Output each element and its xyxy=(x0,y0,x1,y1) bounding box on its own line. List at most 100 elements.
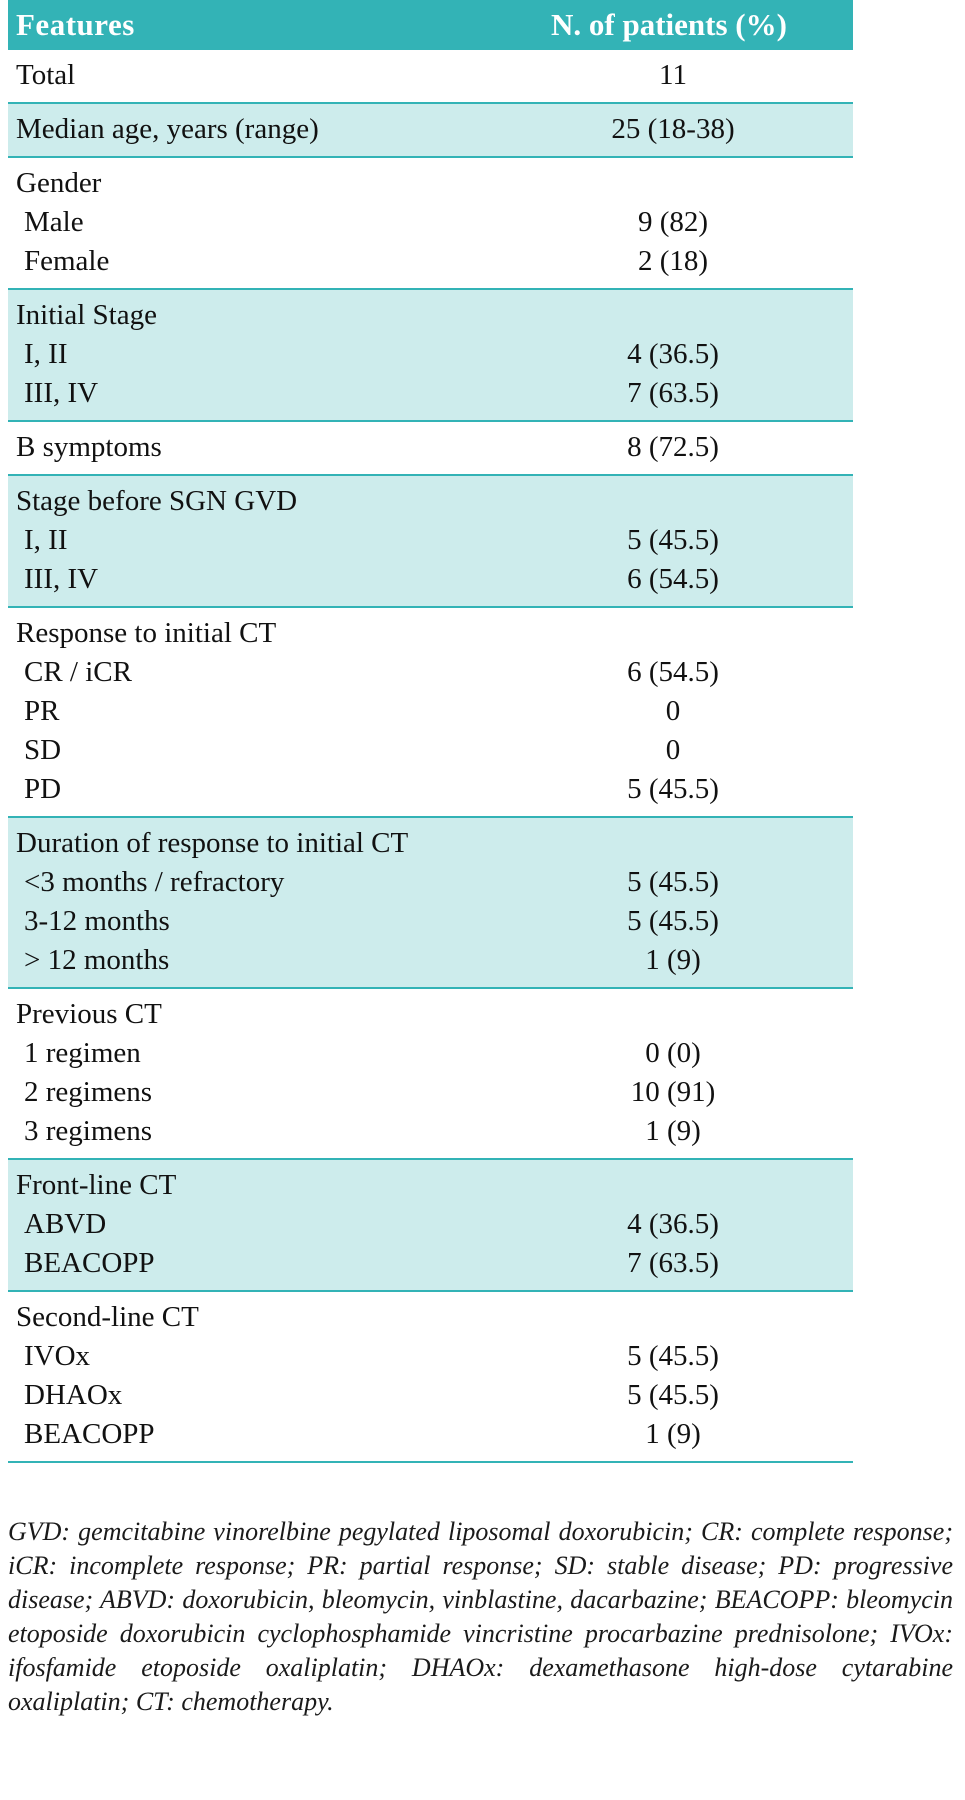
table-row: III, IV 7 (63.5) xyxy=(8,374,853,413)
table-row: Initial Stage xyxy=(8,296,853,335)
table-section: Front-line CT ABVD 4 (36.5) BEACOPP 7 (63.5) xyxy=(8,1160,853,1292)
row-value: 5 (45.5) xyxy=(627,1340,719,1372)
table-row: I, II 4 (36.5) xyxy=(8,335,853,374)
table-row: III, IV 6 (54.5) xyxy=(8,560,853,599)
table-row: BEACOPP 7 (63.5) xyxy=(8,1244,853,1283)
row-value: 5 (45.5) xyxy=(627,1379,719,1411)
row-value xyxy=(493,614,853,653)
table-header-row: Features N. of patients (%) xyxy=(8,0,853,50)
row-label: Second-line CT xyxy=(16,1301,199,1333)
row-label: 1 regimen xyxy=(24,1037,141,1069)
row-value: 5 (45.5) xyxy=(627,773,719,805)
row-label: SD xyxy=(24,734,62,766)
table-row: Female 2 (18) xyxy=(8,242,853,281)
row-value: 1 (9) xyxy=(645,1115,701,1147)
row-label: DHAOx xyxy=(24,1379,123,1411)
row-label: Response to initial CT xyxy=(16,617,277,649)
header-n-patients-label: N. of patients (%) xyxy=(551,7,787,42)
table-row: Median age, years (range) 25 (18-38) xyxy=(8,110,853,149)
row-label: III, IV xyxy=(24,377,99,409)
row-value: 7 (63.5) xyxy=(627,377,719,409)
row-value: 8 (72.5) xyxy=(627,431,719,463)
row-label: Initial Stage xyxy=(16,299,157,331)
row-label: 2 regimens xyxy=(24,1076,153,1108)
row-label: Median age, years (range) xyxy=(16,113,319,145)
table-row: SD 0 xyxy=(8,731,853,770)
table-row: Stage before SGN GVD xyxy=(8,482,853,521)
row-value xyxy=(493,1298,853,1337)
row-value: 0 xyxy=(665,695,681,727)
table-section: Duration of response to initial CT <3 mon… xyxy=(8,818,853,989)
row-label: Stage before SGN GVD xyxy=(16,485,298,517)
row-label: III, IV xyxy=(24,563,99,595)
row-value xyxy=(493,824,853,863)
header-features-label: Features xyxy=(16,7,135,42)
row-label: Duration of response to initial CT xyxy=(16,827,409,859)
row-value: 11 xyxy=(659,59,687,91)
table-section: Gender Male 9 (82) Female 2 (18) xyxy=(8,158,853,290)
row-label: > 12 months xyxy=(24,944,170,976)
row-label: CR / iCR xyxy=(24,656,132,688)
row-label: B symptoms xyxy=(16,431,162,463)
row-value: 4 (36.5) xyxy=(627,1208,719,1240)
table-row: Total 11 xyxy=(8,56,853,95)
row-value: 5 (45.5) xyxy=(627,866,719,898)
table-section: Initial Stage I, II 4 (36.5) III, IV 7 (63.5… xyxy=(8,290,853,422)
table-row: Gender xyxy=(8,164,853,203)
table-row: 3-12 months 5 (45.5) xyxy=(8,902,853,941)
row-label: Front-line CT xyxy=(16,1169,177,1201)
row-value: 6 (54.5) xyxy=(627,563,719,595)
row-value: 6 (54.5) xyxy=(627,656,719,688)
row-value xyxy=(493,482,853,521)
table-row: Second-line CT xyxy=(8,1298,853,1337)
table-row: Male 9 (82) xyxy=(8,203,853,242)
row-value: 0 (0) xyxy=(645,1037,701,1069)
table-section: B symptoms 8 (72.5) xyxy=(8,422,853,476)
row-label: BEACOPP xyxy=(24,1247,155,1279)
row-label: <3 months / refractory xyxy=(24,866,285,898)
row-value: 5 (45.5) xyxy=(627,524,719,556)
table-row: IVOx 5 (45.5) xyxy=(8,1337,853,1376)
table-row: B symptoms 8 (72.5) xyxy=(8,428,853,467)
table-section: Median age, years (range) 25 (18-38) xyxy=(8,104,853,158)
row-label: Male xyxy=(24,206,84,238)
row-value xyxy=(493,296,853,335)
row-label: BEACOPP xyxy=(24,1418,155,1450)
table-row: > 12 months 1 (9) xyxy=(8,941,853,980)
row-value: 5 (45.5) xyxy=(627,905,719,937)
table-section: Stage before SGN GVD I, II 5 (45.5) III, IV… xyxy=(8,476,853,608)
table-row: 2 regimens 10 (91) xyxy=(8,1073,853,1112)
table-row: PR 0 xyxy=(8,692,853,731)
table-row: 1 regimen 0 (0) xyxy=(8,1034,853,1073)
row-label: I, II xyxy=(24,338,68,370)
row-value xyxy=(493,1166,853,1205)
table-section: Total 11 xyxy=(8,50,853,104)
table-row: ABVD 4 (36.5) xyxy=(8,1205,853,1244)
table-row: CR / iCR 6 (54.5) xyxy=(8,653,853,692)
table-row: I, II 5 (45.5) xyxy=(8,521,853,560)
row-label: Female xyxy=(24,245,110,277)
table-row: BEACOPP 1 (9) xyxy=(8,1415,853,1454)
row-value: 4 (36.5) xyxy=(627,338,719,370)
row-value: 9 (82) xyxy=(637,206,709,238)
row-label: IVOx xyxy=(24,1340,91,1372)
patient-features-table: Features N. of patients (%) Total 11 Media… xyxy=(8,0,853,1463)
table-section: Response to initial CT CR / iCR 6 (54.5) PR… xyxy=(8,608,853,818)
row-value: 0 xyxy=(665,734,681,766)
row-label: PD xyxy=(24,773,62,805)
row-label: Previous CT xyxy=(16,998,162,1030)
row-label: PR xyxy=(24,695,60,727)
row-label: 3-12 months xyxy=(24,905,170,937)
row-value: 10 (91) xyxy=(630,1076,716,1108)
table-section: Previous CT 1 regimen 0 (0) 2 regimens 10 (9… xyxy=(8,989,853,1160)
table-row: Duration of response to initial CT xyxy=(8,824,853,863)
row-value xyxy=(493,164,853,203)
row-value: 25 (18-38) xyxy=(611,113,735,145)
row-value: 1 (9) xyxy=(645,1418,701,1450)
row-label: ABVD xyxy=(24,1208,107,1240)
table-row: Previous CT xyxy=(8,995,853,1034)
table-footnote: GVD: gemcitabine vinorelbine pegylated l… xyxy=(8,1517,953,1716)
table-row: 3 regimens 1 (9) xyxy=(8,1112,853,1151)
row-value: 7 (63.5) xyxy=(627,1247,719,1279)
